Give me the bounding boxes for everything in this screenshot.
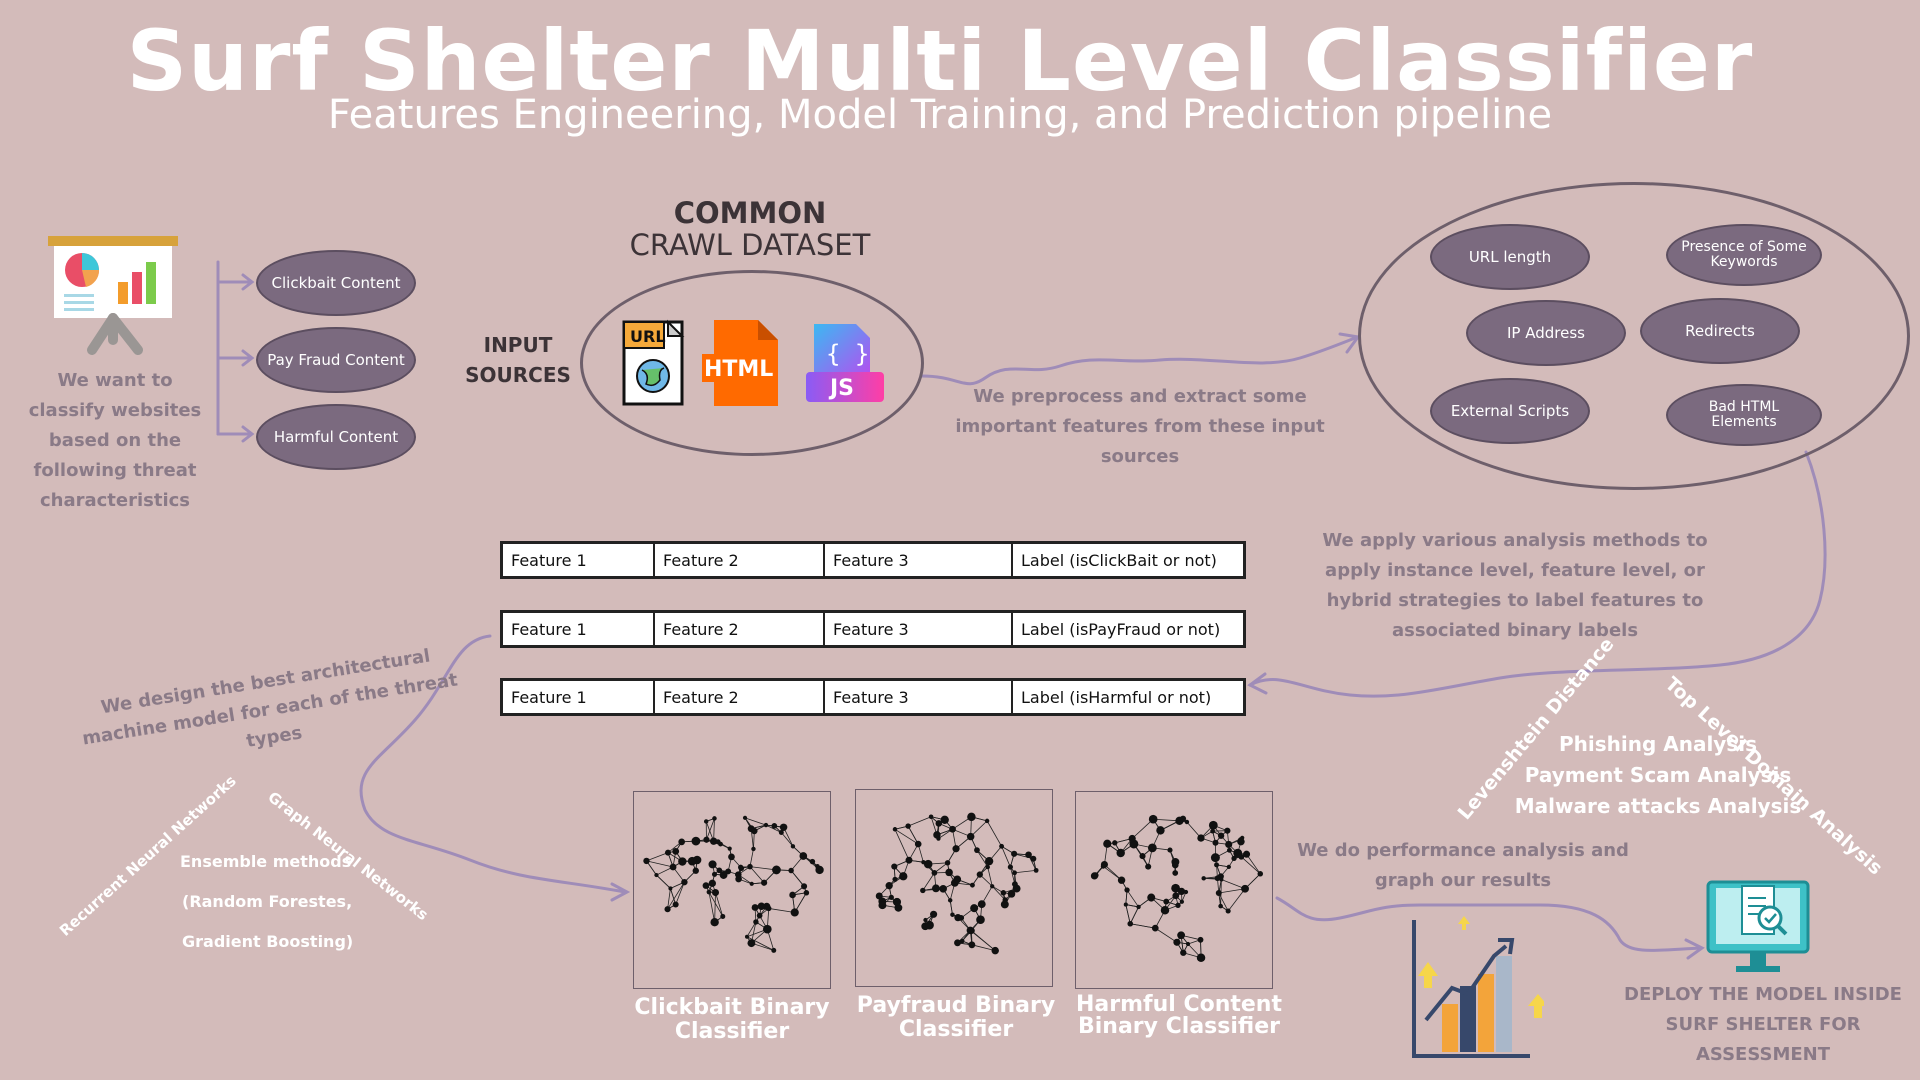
table-cell: Feature 2 — [654, 612, 824, 646]
brain-network-icon — [633, 791, 831, 989]
method-phishing: Phishing Analysis — [1558, 732, 1758, 756]
svg-text:URL: URL — [630, 327, 666, 346]
threat-clickbait: Clickbait Content — [256, 250, 416, 316]
feature-ip-address: IP Address — [1466, 300, 1626, 366]
table-cell: Feature 3 — [824, 543, 1012, 577]
model-ensemble-line3: Gradient Boosting) — [182, 932, 354, 951]
presentation-board-icon — [48, 236, 178, 355]
svg-text:HTML: HTML — [704, 357, 773, 382]
classifier-label-line1: Payfraud Binary — [856, 993, 1056, 1018]
deploy-text: DEPLOY THE MODEL INSIDE SURF SHELTER FOR… — [1624, 984, 1902, 1065]
table-cell: Feature 3 — [824, 680, 1012, 714]
classifier-payfraud-label: Payfraud Binary Classifier — [836, 994, 1076, 1042]
table-cell: Feature 3 — [824, 612, 1012, 646]
feature-table-harmful: Feature 1 Feature 2 Feature 3 Label (isH… — [500, 678, 1246, 716]
dataset-title-line1: COMMON — [673, 196, 827, 230]
feature-table-payfraud: Feature 1 Feature 2 Feature 3 Label (isP… — [500, 610, 1246, 648]
monitor-checklist-icon — [1706, 880, 1810, 972]
table-label-cell: Label (isHarmful or not) — [1012, 680, 1244, 714]
table-label-cell: Label (isPayFraud or not) — [1012, 612, 1244, 646]
feature-external-scripts: External Scripts — [1430, 378, 1590, 444]
input-sources-label: INPUT SOURCES — [465, 333, 571, 387]
svg-text:{ }: { } — [826, 340, 869, 368]
classifier-clickbait-label: Clickbait Binary Classifier — [612, 996, 852, 1044]
dataset-title-line2: CRAWL DATASET — [629, 228, 871, 262]
page-subtitle: Features Engineering, Model Training, an… — [327, 92, 1553, 138]
growth-chart-icon — [1412, 916, 1544, 1058]
brain-network-icon — [855, 789, 1053, 987]
js-file-icon: { } JS — [806, 324, 884, 402]
feature-bad-html: Bad HTML Elements — [1666, 384, 1822, 446]
page-title: Surf Shelter Multi Level Classifier — [126, 12, 1754, 110]
table-cell: Feature 1 — [502, 543, 654, 577]
url-file-icon: URL — [622, 319, 685, 406]
model-ensemble-line1: Ensemble methods — [180, 852, 352, 871]
method-payment: Payment Scam Analysis — [1524, 763, 1792, 787]
table-label-cell: Label (isClickBait or not) — [1012, 543, 1244, 577]
dataset-ellipse — [580, 270, 924, 456]
table-cell: Feature 2 — [654, 543, 824, 577]
model-ensemble-line2: (Random Forestes, — [182, 892, 353, 911]
classifier-harmful-label: Harmful Content Binary Classifier — [1054, 994, 1304, 1038]
feature-table-clickbait: Feature 1 Feature 2 Feature 3 Label (isC… — [500, 541, 1246, 579]
analysis-text: We apply various analysis methods to app… — [1322, 530, 1708, 641]
table-cell: Feature 1 — [502, 612, 654, 646]
html-file-icon: HTML — [702, 320, 778, 406]
features-ellipse — [1358, 182, 1910, 490]
classifier-label-line1: Harmful Content — [1075, 992, 1282, 1017]
classifier-label-line2: Classifier — [898, 1017, 1014, 1042]
preprocess-text: We preprocess and extract some important… — [955, 386, 1325, 467]
performance-text: We do performance analysis and graph our… — [1297, 840, 1629, 891]
feature-redirects: Redirects — [1640, 298, 1800, 364]
table-cell: Feature 1 — [502, 680, 654, 714]
svg-text:JS: JS — [828, 376, 854, 401]
threat-harmful: Harmful Content — [256, 404, 416, 470]
classifier-label-line2: Binary Classifier — [1077, 1014, 1280, 1039]
table-cell: Feature 2 — [654, 680, 824, 714]
feature-url-length: URL length — [1430, 224, 1590, 290]
threat-pay-fraud: Pay Fraud Content — [256, 327, 416, 393]
classifier-label-line1: Clickbait Binary — [634, 995, 830, 1020]
feature-keywords: Presence of Some Keywords — [1666, 224, 1822, 286]
brain-network-icon — [1075, 791, 1273, 989]
classifier-label-line2: Classifier — [674, 1019, 790, 1044]
method-malware: Malware attacks Analysis — [1514, 794, 1802, 818]
intro-text: We want to classify websites based on th… — [28, 370, 202, 511]
